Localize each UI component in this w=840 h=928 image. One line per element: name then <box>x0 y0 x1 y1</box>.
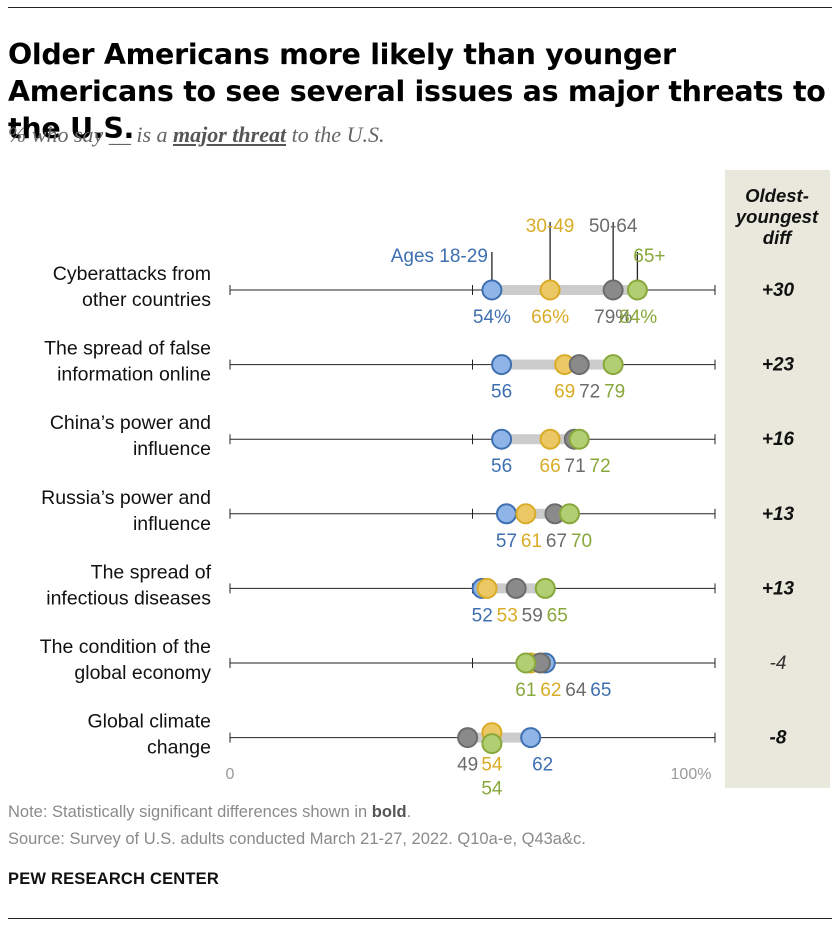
category-label: influence <box>133 438 211 460</box>
chart-subtitle: % who say __ is a major threat to the U.… <box>8 122 384 148</box>
value-label: 66% <box>531 307 569 328</box>
diff-value: -4 <box>770 653 787 674</box>
value-label: 67 <box>546 531 567 552</box>
legend-label: 30-49 <box>526 216 575 237</box>
source-text: Source: Survey of U.S. adults conducted … <box>8 830 586 848</box>
note-bold: bold <box>371 803 407 821</box>
value-label: 62 <box>540 680 561 701</box>
note-suffix: . <box>406 803 412 821</box>
category-label: The spread of <box>91 561 212 583</box>
chart-title: Older Americans more likely than younger… <box>8 38 826 145</box>
value-label: 65 <box>590 680 611 701</box>
range-bar <box>506 508 570 519</box>
value-label: 69 <box>554 382 575 403</box>
category-label: other countries <box>82 289 211 311</box>
value-label: 59 <box>522 605 543 626</box>
value-label: 56 <box>491 382 512 403</box>
value-label: 61 <box>521 531 542 552</box>
value-label: 54 <box>481 755 503 776</box>
category-label: change <box>147 737 211 759</box>
diff-value: +30 <box>762 280 795 301</box>
data-point <box>568 354 590 376</box>
value-label: 79% <box>594 307 632 328</box>
value-label: 64 <box>565 680 587 701</box>
data-point <box>602 354 624 376</box>
category-label: influence <box>133 513 211 535</box>
data-point <box>515 652 537 674</box>
legend-label: Ages 18-29 <box>391 246 488 267</box>
brand-logo-text: PEW RESEARCH CENTER <box>8 870 219 888</box>
diff-value: +23 <box>762 355 795 376</box>
value-label: 49 <box>457 755 478 776</box>
subtitle-prefix: % who say __ is a <box>8 122 173 147</box>
data-point <box>602 279 624 301</box>
data-point <box>505 577 527 599</box>
note-text: Note: Statistically significant differen… <box>8 803 411 822</box>
value-label: 56 <box>491 456 512 477</box>
data-point <box>481 733 503 755</box>
value-label: 62 <box>532 755 553 776</box>
data-point <box>534 577 556 599</box>
data-point <box>457 727 479 749</box>
value-label: 84% <box>619 307 657 328</box>
data-point <box>559 503 580 525</box>
data-point <box>520 727 542 749</box>
value-label: 71 <box>565 456 586 477</box>
category-label: information online <box>57 364 211 386</box>
note-prefix: Note: Statistically significant differen… <box>8 803 372 821</box>
category-label: The condition of the <box>40 636 211 658</box>
legend-label: 65+ <box>633 246 665 267</box>
value-label: 57 <box>496 531 517 552</box>
category-label: global economy <box>74 662 211 684</box>
data-point <box>491 354 513 376</box>
value-label: 54 <box>481 779 503 800</box>
diff-value: +13 <box>762 504 795 525</box>
diff-value: +13 <box>762 578 795 599</box>
axis-tick-label: 100% <box>671 766 712 783</box>
value-label: 70 <box>571 531 592 552</box>
data-point <box>481 279 503 301</box>
axis-tick-label: 0 <box>226 766 235 783</box>
diff-header-line: Oldest- <box>745 185 809 206</box>
value-label: 72 <box>590 456 611 477</box>
category-label: Russia’s power and <box>41 487 211 509</box>
diff-value: -8 <box>770 728 787 749</box>
top-rule <box>8 7 832 8</box>
bottom-rule <box>8 918 832 919</box>
diff-value: +16 <box>762 429 795 450</box>
value-label: 53 <box>497 605 518 626</box>
category-label: China’s power and <box>50 412 211 434</box>
value-label: 79 <box>604 382 625 403</box>
category-label: infectious diseases <box>46 587 211 609</box>
subtitle-emphasis: major threat <box>173 122 287 147</box>
data-point <box>495 503 517 525</box>
category-label: Global climate <box>87 711 211 733</box>
data-point <box>491 428 513 450</box>
data-point <box>539 428 561 450</box>
value-label: 72 <box>579 382 600 403</box>
diff-column-background <box>725 170 830 788</box>
value-label: 52 <box>472 605 493 626</box>
data-point <box>515 503 537 525</box>
data-point <box>476 577 498 599</box>
category-label: The spread of false <box>44 338 211 360</box>
diff-header-line: diff <box>763 227 793 248</box>
value-label: 61 <box>515 680 536 701</box>
value-label: 65 <box>547 605 568 626</box>
range-bar <box>491 285 638 295</box>
value-label: 66 <box>540 456 561 477</box>
value-label: 54% <box>473 307 511 328</box>
data-point <box>539 279 561 301</box>
diff-header-line: youngest <box>735 206 819 227</box>
subtitle-suffix: to the U.S. <box>286 122 385 147</box>
data-point <box>626 279 648 301</box>
category-label: Cyberattacks from <box>53 263 211 285</box>
legend-label: 50-64 <box>589 216 638 237</box>
data-point <box>568 428 590 450</box>
